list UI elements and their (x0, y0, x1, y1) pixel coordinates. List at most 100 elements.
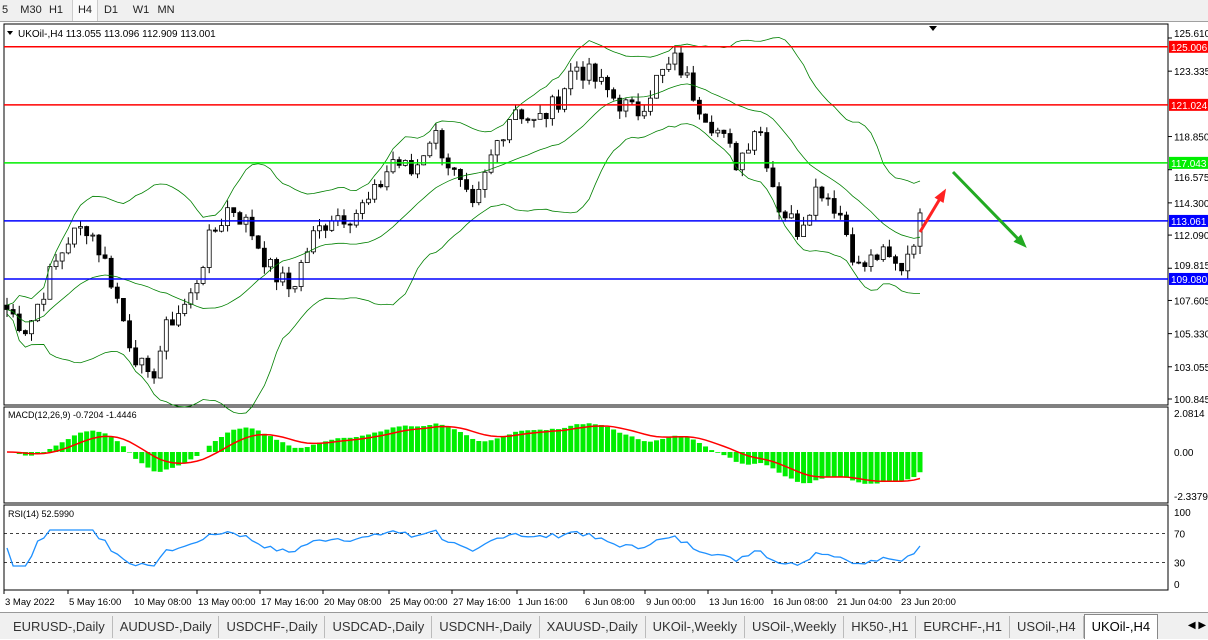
macd-histogram-bar (262, 434, 267, 452)
price-chart[interactable]: UKOil-,H4 113.055 113.096 112.909 113.00… (0, 22, 1208, 612)
macd-histogram-bar (544, 430, 549, 452)
chart-tab[interactable]: USDCNH-,Daily (432, 616, 539, 638)
candle-body (826, 198, 830, 199)
chart-tab[interactable]: EURUSD-,Daily (6, 616, 113, 638)
macd-histogram-bar (507, 434, 512, 452)
candle-body (716, 130, 720, 133)
macd-histogram-bar (905, 452, 910, 479)
candle-body (495, 141, 499, 155)
time-tick-label: 13 May 00:00 (198, 597, 256, 608)
candle-body (121, 298, 125, 320)
macd-histogram-bar (850, 452, 855, 480)
down-arrow-icon (953, 172, 1024, 245)
dropdown-triangle-icon[interactable] (7, 31, 13, 35)
candle-body (507, 120, 511, 140)
macd-histogram-bar (672, 436, 677, 452)
time-tick-label: 6 Jun 08:00 (585, 597, 635, 608)
candle-body (115, 287, 119, 298)
chart-tab[interactable]: UKOil-,H4 (1084, 614, 1159, 639)
macd-histogram-bar (911, 452, 916, 477)
timeframe-H4[interactable]: H4 (72, 0, 98, 21)
candle-body (569, 71, 573, 89)
candle-body (60, 253, 64, 261)
macd-histogram-bar (378, 431, 383, 452)
chart-tab[interactable]: USDCAD-,Daily (325, 616, 432, 638)
tab-scroll-arrows-icon[interactable]: ◀ ▶ (1186, 616, 1208, 636)
candle-body (183, 304, 187, 313)
rsi-tick-label: 70 (1174, 530, 1186, 541)
candle-body (844, 215, 848, 235)
price-tick-label: 100.845 (1174, 395, 1208, 406)
macd-histogram-bar (746, 452, 751, 465)
macd-histogram-bar (207, 446, 212, 452)
candle-body (146, 358, 150, 371)
macd-histogram-bar (427, 425, 432, 452)
timeframe-D1[interactable]: D1 (100, 0, 122, 21)
candle-body (851, 235, 855, 263)
macd-tick-label: -2.3379 (1174, 492, 1208, 503)
candle-body (857, 262, 861, 263)
candle-body (501, 140, 505, 141)
macd-histogram-bar (868, 452, 873, 484)
macd-histogram-bar (90, 431, 95, 452)
chart-tab[interactable]: XAUUSD-,Daily (540, 616, 646, 638)
candles (5, 46, 922, 384)
macd-histogram-bar (464, 435, 469, 452)
macd-histogram-bar (243, 428, 248, 452)
macd-histogram-bar (777, 452, 782, 473)
macd-histogram-bar (605, 427, 610, 452)
candle-body (912, 246, 916, 254)
candle-body (875, 255, 879, 260)
price-tick-label: 116.575 (1174, 173, 1208, 184)
rsi-tick-label: 100 (1174, 508, 1191, 519)
candle-body (281, 273, 285, 282)
price-tick-label: 125.610 (1174, 29, 1208, 40)
macd-histogram-bar (838, 452, 843, 477)
timeframe-H1[interactable]: H1 (45, 0, 67, 21)
chart-shift-marker-icon[interactable] (929, 26, 937, 31)
chart-tab[interactable]: UKOil-,Weekly (646, 616, 745, 638)
timeframe-5[interactable]: 5 (0, 0, 10, 21)
chart-window[interactable]: UKOil-,H4 113.055 113.096 112.909 113.00… (0, 22, 1208, 612)
symbol-info: UKOil-,H4 113.055 113.096 112.909 113.00… (18, 29, 216, 40)
candle-body (520, 110, 524, 119)
candle-body (318, 226, 322, 231)
price-tick-label: 103.055 (1174, 363, 1208, 374)
candle-body (23, 331, 27, 334)
candle-body (134, 348, 138, 365)
timeframe-MN[interactable]: MN (155, 0, 177, 21)
candle-body (238, 213, 242, 225)
candle-body (563, 89, 567, 110)
chart-tab[interactable]: USDCHF-,Daily (219, 616, 325, 638)
chart-tab[interactable]: EURCHF-,H1 (916, 616, 1010, 638)
candle-body (158, 351, 162, 378)
macd-histogram-bar (691, 440, 696, 452)
macd-histogram-bar (495, 438, 500, 452)
macd-histogram-bar (556, 429, 561, 452)
macd-histogram-bar (562, 428, 567, 452)
timeframe-M30[interactable]: M30 (18, 0, 44, 21)
candle-body (416, 165, 420, 174)
macd-histogram-bar (617, 433, 622, 452)
macd-histogram-bar (666, 438, 671, 452)
macd-histogram-bar (918, 452, 923, 472)
macd-histogram-bar (286, 445, 291, 452)
macd-histogram-bar (188, 452, 193, 459)
chart-tab[interactable]: HK50-,H1 (844, 616, 916, 638)
macd-label: MACD(12,26,9) -0.7204 -1.4446 (8, 410, 137, 420)
timeframe-W1[interactable]: W1 (130, 0, 152, 21)
candle-body (697, 100, 701, 114)
chart-tab[interactable]: AUDUSD-,Daily (113, 616, 220, 638)
candle-body (814, 187, 818, 215)
macd-histogram-bar (213, 441, 218, 452)
candle-body (189, 293, 193, 304)
candle-body (305, 252, 309, 263)
candle-body (30, 321, 34, 334)
chart-tab[interactable]: USOil-,Weekly (745, 616, 844, 638)
macd-histogram-bar (489, 440, 494, 452)
chart-tab[interactable]: USOil-,H4 (1010, 616, 1084, 638)
macd-histogram-bar (250, 428, 255, 452)
macd-histogram-bar (305, 447, 310, 452)
candle-body (213, 230, 217, 231)
